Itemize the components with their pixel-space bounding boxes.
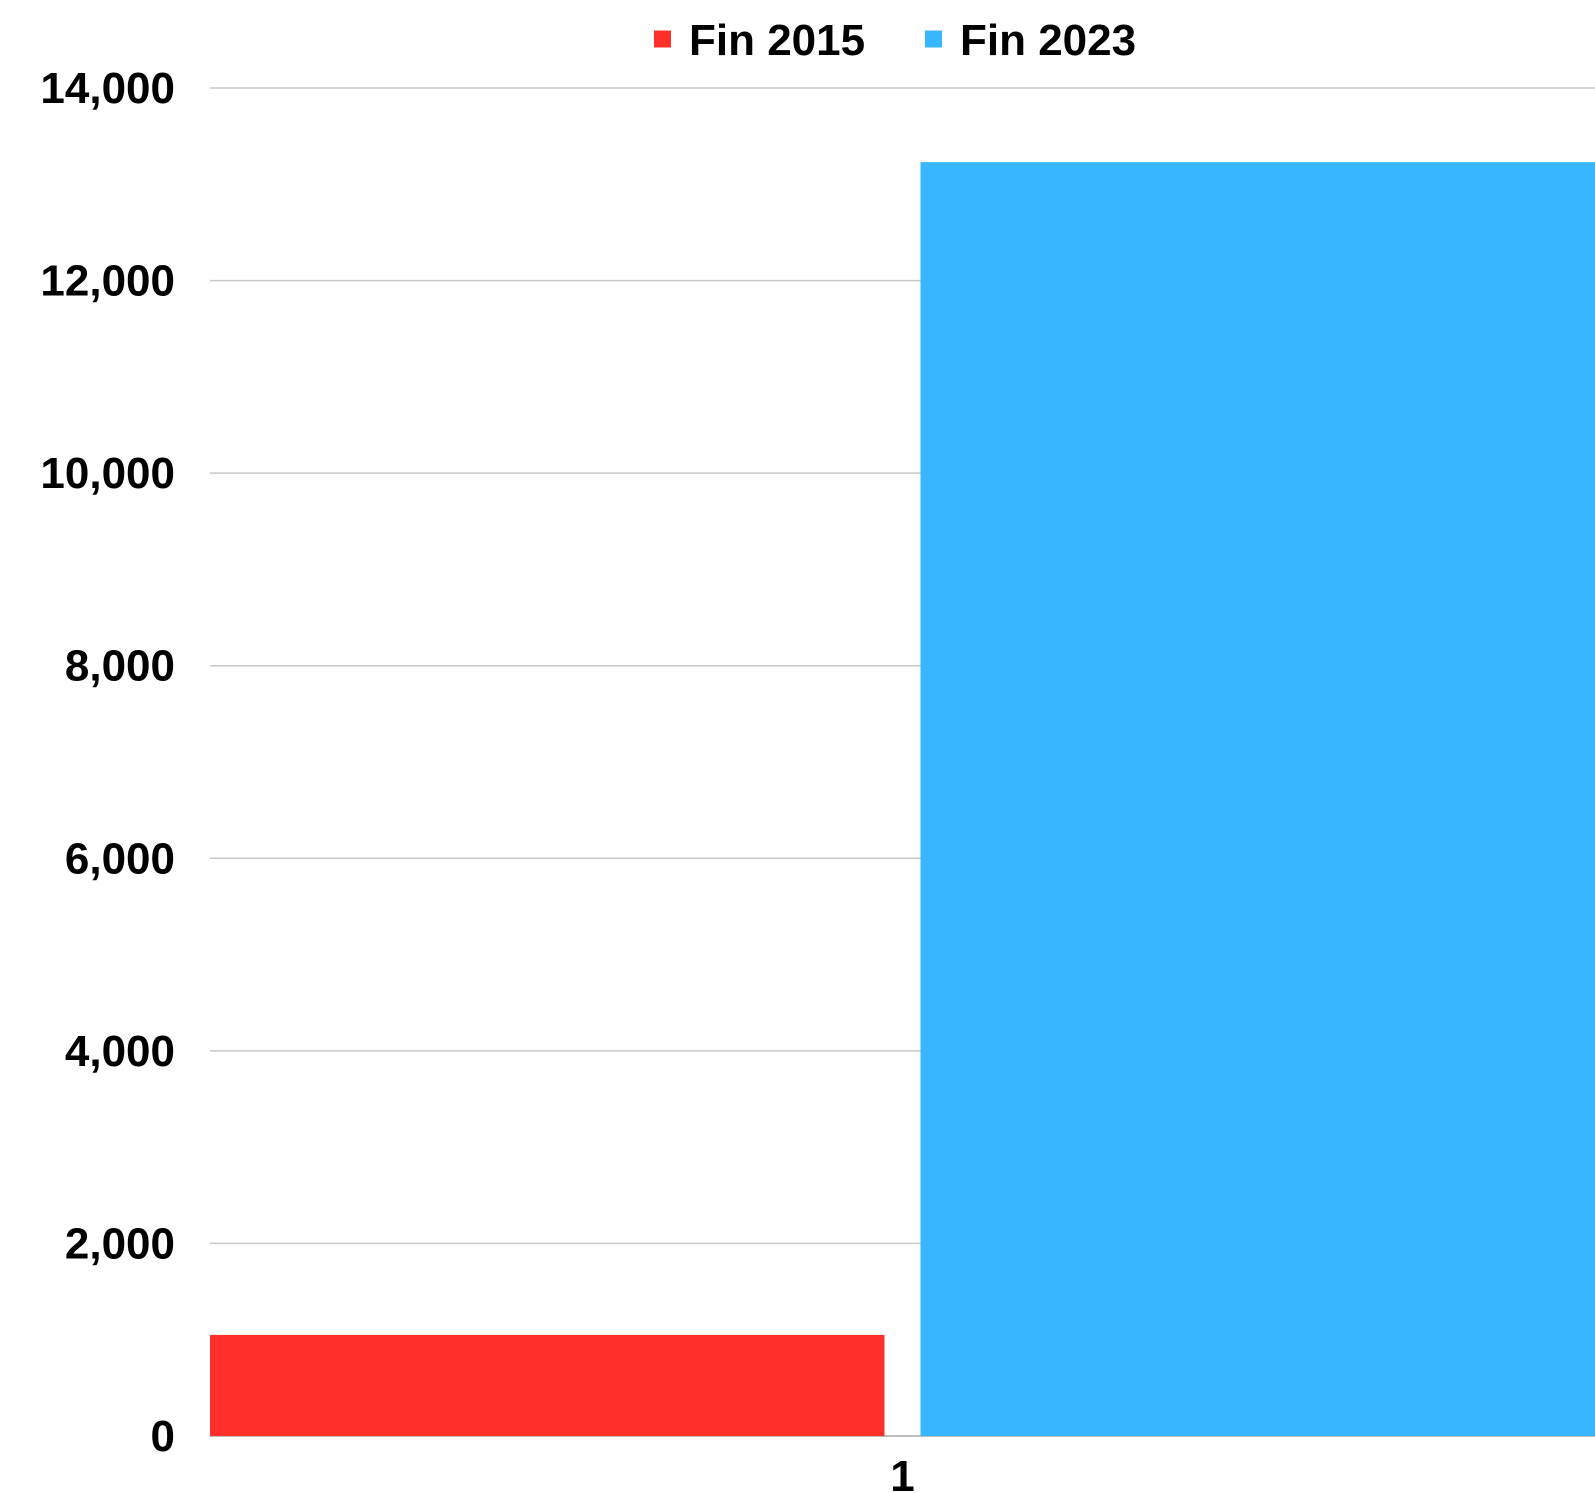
y-tick-label: 10,000: [40, 449, 175, 498]
y-axis-ticks: 0 2,000 4,000 6,000 8,000 10,000 12,000 14,000: [40, 64, 175, 1461]
y-tick-label: 8,000: [65, 642, 175, 691]
legend-label: Fin 2023: [960, 16, 1136, 65]
legend: Fin 2015 Fin 2023: [654, 16, 1136, 65]
y-tick-label: 4,000: [65, 1027, 175, 1076]
x-tick-label: 1: [890, 1452, 914, 1493]
y-tick-label: 0: [151, 1412, 175, 1461]
y-tick-label: 2,000: [65, 1219, 175, 1268]
y-tick-label: 12,000: [40, 257, 175, 306]
y-tick-label: 6,000: [65, 834, 175, 883]
bars: [210, 162, 1595, 1436]
y-tick-label: 14,000: [40, 64, 175, 113]
gridlines: [210, 87, 1595, 1437]
legend-swatch: [925, 30, 942, 48]
bar-fin-2015: [210, 1334, 885, 1436]
legend-swatch: [654, 30, 671, 48]
legend-label: Fin 2015: [689, 16, 865, 65]
bar-fin-2023: [920, 162, 1595, 1436]
x-axis-ticks: 1: [890, 1452, 914, 1493]
